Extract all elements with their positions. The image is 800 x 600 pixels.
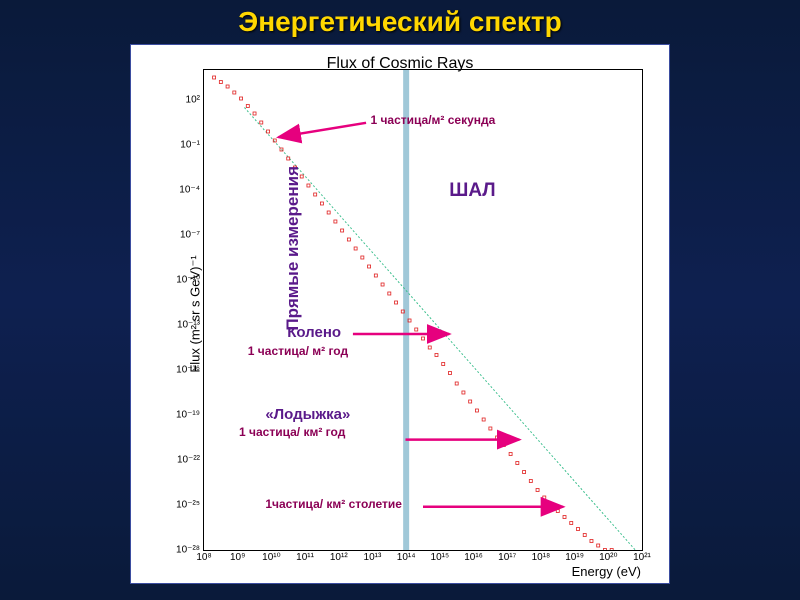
y-tick-label: 10⁻¹⁶ bbox=[176, 365, 204, 376]
x-tick-label: 10¹⁹ bbox=[565, 550, 584, 563]
chart-container: Flux of Cosmic Rays Flux (m² sr s GeV)⁻¹… bbox=[130, 44, 670, 584]
x-tick-label: 10⁹ bbox=[230, 550, 245, 563]
y-tick-label: 10⁻¹ bbox=[180, 140, 204, 151]
x-tick-label: 10¹⁴ bbox=[397, 550, 416, 563]
x-tick-label: 10¹⁷ bbox=[498, 550, 516, 563]
chart-svg bbox=[204, 70, 642, 550]
x-tick-label: 10¹⁵ bbox=[431, 550, 450, 563]
x-tick-label: 10¹⁰ bbox=[262, 550, 280, 563]
y-tick-label: 10⁻¹³ bbox=[177, 320, 204, 331]
annotation-shal: ШАЛ bbox=[449, 180, 495, 202]
x-tick-label: 10¹⁸ bbox=[532, 550, 551, 563]
x-tick-label: 10²¹ bbox=[633, 550, 651, 563]
annotation-direct: Прямые измерения bbox=[283, 166, 303, 331]
y-tick-label: 10⁻¹⁰ bbox=[176, 275, 204, 286]
x-tick-label: 10¹³ bbox=[364, 550, 382, 563]
plot-area: 10⁻²⁸10⁻²⁵10⁻²²10⁻¹⁹10⁻¹⁶10⁻¹³10⁻¹⁰10⁻⁷1… bbox=[203, 69, 643, 551]
y-tick-label: 10⁻⁷ bbox=[180, 230, 204, 241]
y-tick-label: 10⁻²² bbox=[177, 455, 204, 466]
x-tick-label: 10²⁰ bbox=[599, 550, 617, 563]
y-tick-label: 10⁻²⁵ bbox=[176, 500, 204, 511]
annotation-percentury: 1частица/ км² столетие bbox=[265, 497, 402, 511]
x-tick-label: 10⁸ bbox=[196, 550, 211, 563]
annotation-persec: 1 частица/м² секунда bbox=[370, 113, 495, 127]
y-tick-label: 10⁻⁴ bbox=[179, 185, 204, 196]
y-tick-label: 10⁻¹⁹ bbox=[176, 410, 204, 421]
x-axis-label: Energy (eV) bbox=[572, 564, 641, 579]
x-tick-label: 10¹¹ bbox=[296, 550, 314, 563]
y-tick-label: 10² bbox=[186, 95, 204, 106]
annotation-ankle: «Лодыжка» bbox=[265, 406, 350, 423]
annotation-knee: Колено bbox=[287, 324, 341, 341]
y-axis-label: Flux (m² sr s GeV)⁻¹ bbox=[188, 255, 204, 372]
x-tick-label: 10¹² bbox=[330, 550, 348, 563]
x-tick-label: 10¹⁶ bbox=[464, 550, 483, 563]
annotation-perkmyr: 1 частица/ км² год bbox=[239, 425, 345, 439]
slide-title: Энергетический спектр bbox=[0, 6, 800, 38]
annotation-peryr: 1 частица/ м² год bbox=[248, 344, 348, 358]
slide: Энергетический спектр Flux of Cosmic Ray… bbox=[0, 0, 800, 600]
